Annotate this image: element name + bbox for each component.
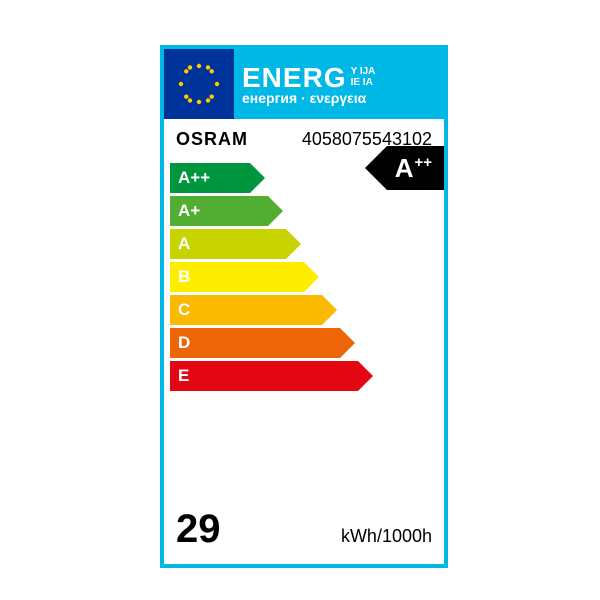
class-arrow: C <box>170 295 322 325</box>
class-row: C <box>170 295 444 325</box>
brand-name: OSRAM <box>176 129 248 150</box>
class-row: B <box>170 262 444 292</box>
energy-label: ENERG Y IJA IE IA енергия · ενεργεια OSR… <box>160 45 448 568</box>
class-arrow: D <box>170 328 340 358</box>
efficiency-scale: A++A+ABCDE <box>164 163 444 391</box>
energy-title: ENERG Y IJA IE IA енергия · ενεργεια <box>234 49 444 119</box>
class-arrow: A <box>170 229 286 259</box>
class-row: A+ <box>170 196 444 226</box>
header: ENERG Y IJA IE IA енергия · ενεργεια <box>164 49 444 119</box>
class-row: D <box>170 328 444 358</box>
rating-indicator: A++ <box>387 146 444 190</box>
class-arrow: E <box>170 361 358 391</box>
eu-flag <box>164 49 234 119</box>
consumption-unit: kWh/1000h <box>341 526 432 547</box>
class-arrow: A++ <box>170 163 250 193</box>
energ-suffix: Y IJA IE IA <box>351 66 376 88</box>
rating-value: A++ <box>395 155 432 181</box>
consumption-value: 29 <box>176 507 221 552</box>
eu-stars-icon <box>172 57 226 111</box>
class-row: E <box>170 361 444 391</box>
energ-text: ENERG <box>242 64 347 92</box>
energ-subtitle: енергия · ενεργεια <box>242 90 438 106</box>
class-arrow: A+ <box>170 196 268 226</box>
class-row: A <box>170 229 444 259</box>
class-arrow: B <box>170 262 304 292</box>
consumption-row: 29 kWh/1000h <box>176 507 432 552</box>
